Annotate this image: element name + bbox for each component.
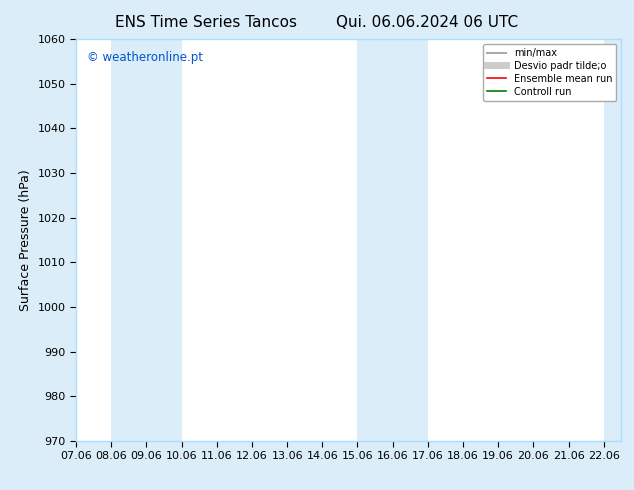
Legend: min/max, Desvio padr tilde;o, Ensemble mean run, Controll run: min/max, Desvio padr tilde;o, Ensemble m… — [483, 44, 616, 100]
Text: © weatheronline.pt: © weatheronline.pt — [87, 51, 203, 64]
Bar — [111, 39, 181, 441]
Y-axis label: Surface Pressure (hPa): Surface Pressure (hPa) — [19, 169, 32, 311]
Bar — [604, 39, 621, 441]
Text: ENS Time Series Tancos        Qui. 06.06.2024 06 UTC: ENS Time Series Tancos Qui. 06.06.2024 0… — [115, 15, 519, 30]
Bar — [358, 39, 428, 441]
